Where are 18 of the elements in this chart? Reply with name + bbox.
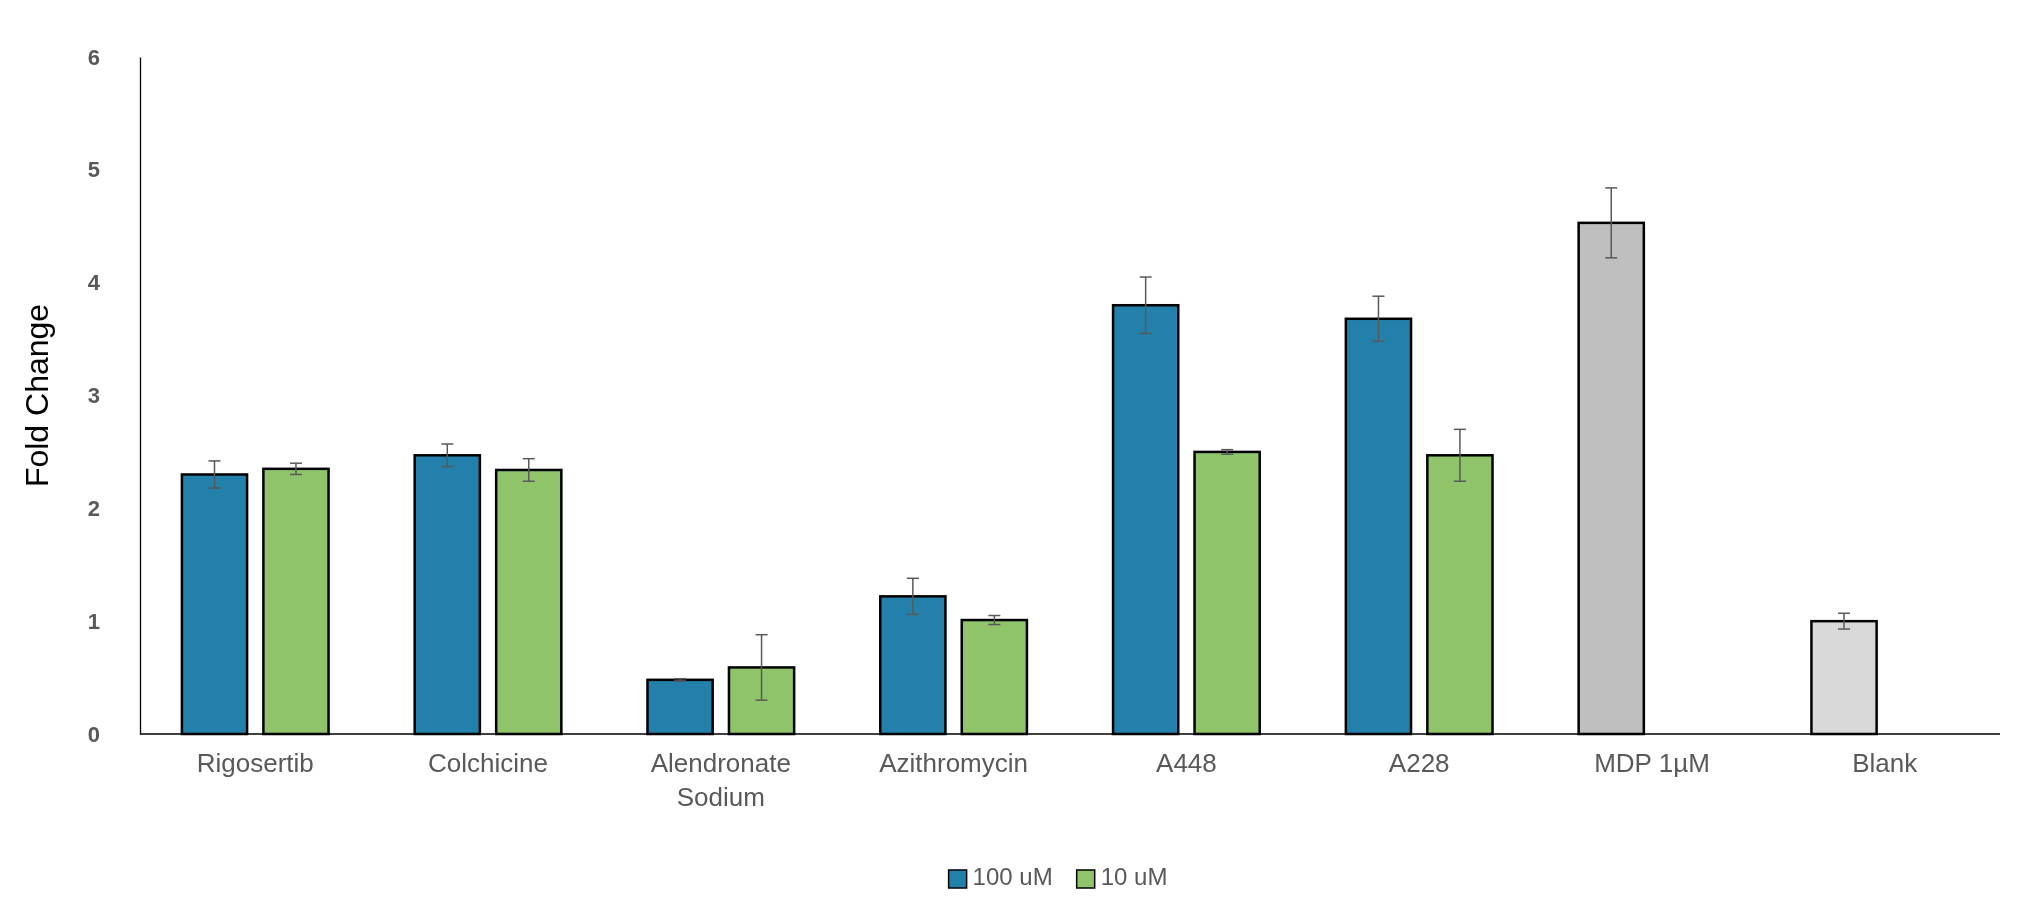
x-tick-label: Rigosertib: [196, 748, 314, 778]
x-tick-label: Alendronate Sodium: [650, 748, 791, 812]
legend-label: 10 uM: [1100, 863, 1168, 890]
x-tick-label: A448: [1156, 748, 1217, 778]
y-tick-label: 0: [87, 721, 100, 747]
x-tick-label: A228: [1388, 748, 1450, 778]
x-tick-label: Colchicine: [428, 748, 548, 778]
x-tick-label: Blank: [1852, 748, 1919, 778]
y-tick-label: 6: [87, 44, 100, 70]
y-axis-title: Fold Change: [19, 303, 55, 488]
legend-label: 100 uM: [972, 863, 1053, 890]
y-tick-label: 2: [87, 495, 100, 521]
y-tick-label: 3: [87, 383, 100, 409]
x-tick-label: Azithromycin: [879, 748, 1029, 778]
x-tick-label: MDP 1µM: [1594, 748, 1710, 778]
y-tick-label: 4: [87, 270, 101, 296]
y-tick-label: 1: [87, 608, 100, 634]
y-tick-label: 5: [87, 157, 100, 183]
